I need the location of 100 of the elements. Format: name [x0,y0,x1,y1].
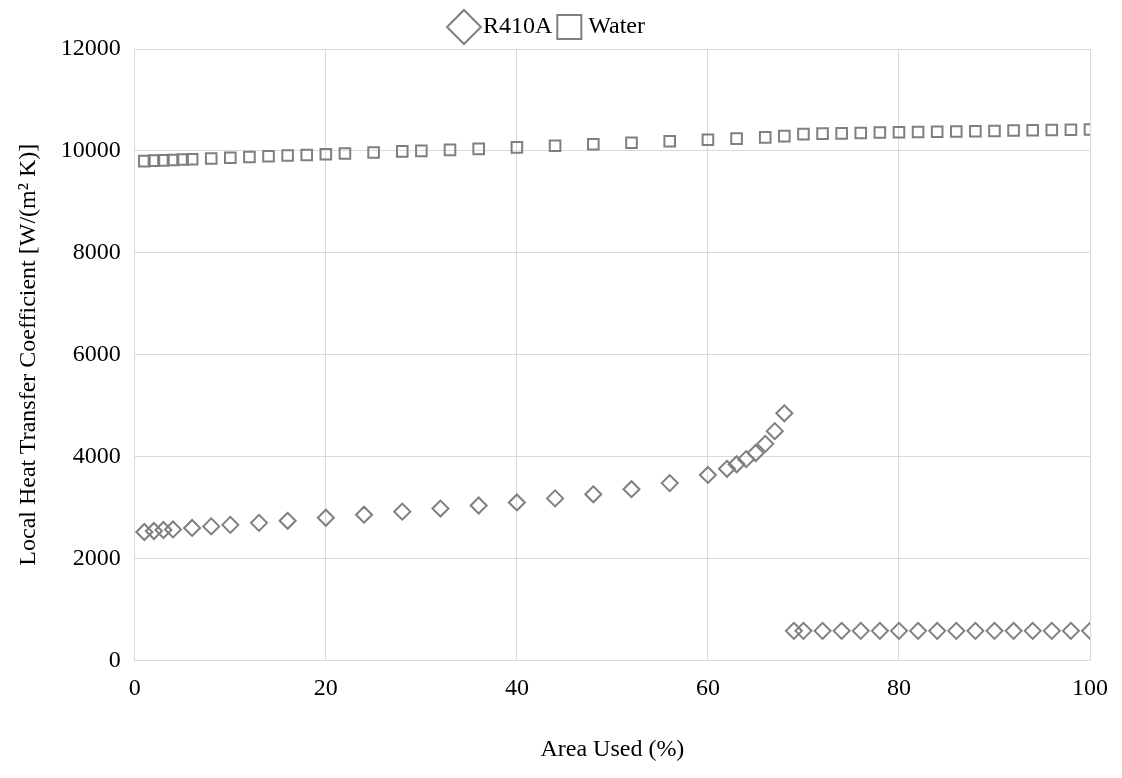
point [281,149,294,162]
point [949,125,963,138]
point [415,144,428,158]
point [622,480,641,499]
point [966,621,985,640]
point [176,153,189,166]
point [431,499,450,518]
x-tick-label: 0 [128,674,141,701]
point [202,517,221,536]
y-tick-label: 2000 [72,543,121,570]
y-tick-label: 6000 [72,340,121,366]
x-tick-label: 60 [695,674,720,701]
point [892,126,906,139]
point [221,515,240,534]
x-tick-label: 40 [504,674,529,701]
point [718,459,737,478]
point [1061,621,1080,640]
point [469,496,488,515]
y-tick-label: 10000 [60,136,121,163]
point [183,518,202,537]
point [985,621,1004,640]
x-tick-label: 20 [313,674,338,701]
point [367,146,380,159]
point [548,139,562,153]
point [778,129,791,143]
point [911,125,925,139]
point [138,154,151,168]
point [889,621,908,640]
point [316,508,335,527]
point [243,150,256,164]
point [816,127,829,140]
point [756,434,775,453]
point [144,521,163,540]
point [1042,621,1061,640]
point [300,148,314,162]
point [546,489,565,508]
point [166,153,180,167]
point [794,621,813,640]
point [278,511,297,530]
point [765,422,784,441]
point [507,493,526,512]
x-axis-title: Area Used (%) [540,734,685,761]
point [813,621,832,640]
point [835,127,848,140]
point [625,136,638,150]
point [947,621,966,640]
point [338,147,352,160]
x-tick-label: 80 [886,674,911,701]
point [393,502,412,521]
y-tick-label: 8000 [72,238,121,265]
legend-label: R410A [482,12,553,39]
point [701,133,715,146]
y-tick-label: 0 [108,645,121,672]
point [472,142,485,156]
point [988,124,1001,138]
point [660,474,679,493]
point [1007,124,1020,137]
point [1023,621,1042,640]
point [1026,123,1039,137]
point [147,154,161,167]
point [249,513,268,532]
point [930,125,944,139]
point [510,141,524,154]
point [698,465,717,484]
point [730,132,743,145]
point [164,520,183,539]
point [775,404,794,423]
point [135,523,154,542]
point [928,621,947,640]
point [355,505,374,524]
point [224,151,237,165]
point [969,124,982,138]
point [157,154,170,167]
y-tick-label: 12000 [60,34,121,61]
point [870,621,889,640]
point [1045,123,1059,137]
point [784,621,803,640]
point [1004,621,1023,640]
x-tick-label: 100 [1072,674,1108,701]
point [586,137,600,151]
legend-label: Water [588,12,646,39]
point [443,143,457,157]
point [395,145,409,158]
point [584,485,603,504]
point [204,152,218,165]
point [854,126,868,140]
point [262,149,275,163]
point [663,134,677,148]
point [185,153,199,166]
point [873,126,887,139]
y-axis-title: Local Heat Transfer Coefficient [W/(m² K)] [13,143,40,566]
point [758,131,772,144]
point [832,621,851,640]
point [1064,123,1078,137]
y-tick-label: 4000 [72,441,121,468]
point [909,621,928,640]
point [737,450,756,469]
point [797,127,810,141]
point [319,147,333,161]
point [746,444,765,463]
